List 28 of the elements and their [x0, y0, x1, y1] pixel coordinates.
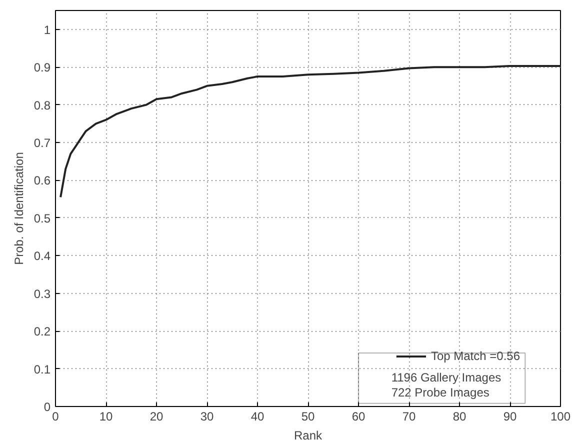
x-axis-title: Rank	[294, 428, 324, 442]
y-tick-label: 0.6	[34, 174, 51, 188]
x-tick-label: 90	[503, 410, 517, 424]
y-tick-label: 0.5	[34, 211, 51, 226]
y-tick-label: 0.3	[34, 286, 51, 301]
x-tick-label: 30	[200, 410, 214, 424]
x-tick-label: 60	[352, 410, 366, 424]
x-tick-label: 50	[301, 410, 315, 424]
x-tick-label: 40	[250, 410, 264, 424]
y-tick-label: 0.9	[34, 60, 51, 75]
annotation: 722 Probe Images	[391, 385, 490, 400]
line-series	[60, 64, 560, 198]
annotation: 1196 Gallery Images	[391, 370, 502, 384]
y-tick-label: 0	[44, 400, 51, 414]
y-tick-label: 1	[44, 22, 51, 37]
y-axis-title: Prob. of Identification	[12, 152, 26, 265]
x-tick-label: 100	[550, 410, 571, 424]
x-tick-label: 80	[452, 410, 466, 424]
y-tick-label: 0.2	[34, 324, 51, 339]
y-tick-label: 0.4	[34, 249, 51, 264]
x-tick-label: 20	[150, 410, 164, 424]
y-tick-label: 0.7	[34, 136, 51, 150]
legend-label: Top Match =0.56	[430, 349, 520, 363]
x-tick-label: 70	[402, 410, 416, 424]
y-tick-label: 0.8	[34, 98, 51, 112]
y-tick-label: 0.1	[34, 362, 51, 376]
x-tick-label: 10	[99, 410, 113, 424]
x-tick-label: 0	[52, 410, 60, 424]
